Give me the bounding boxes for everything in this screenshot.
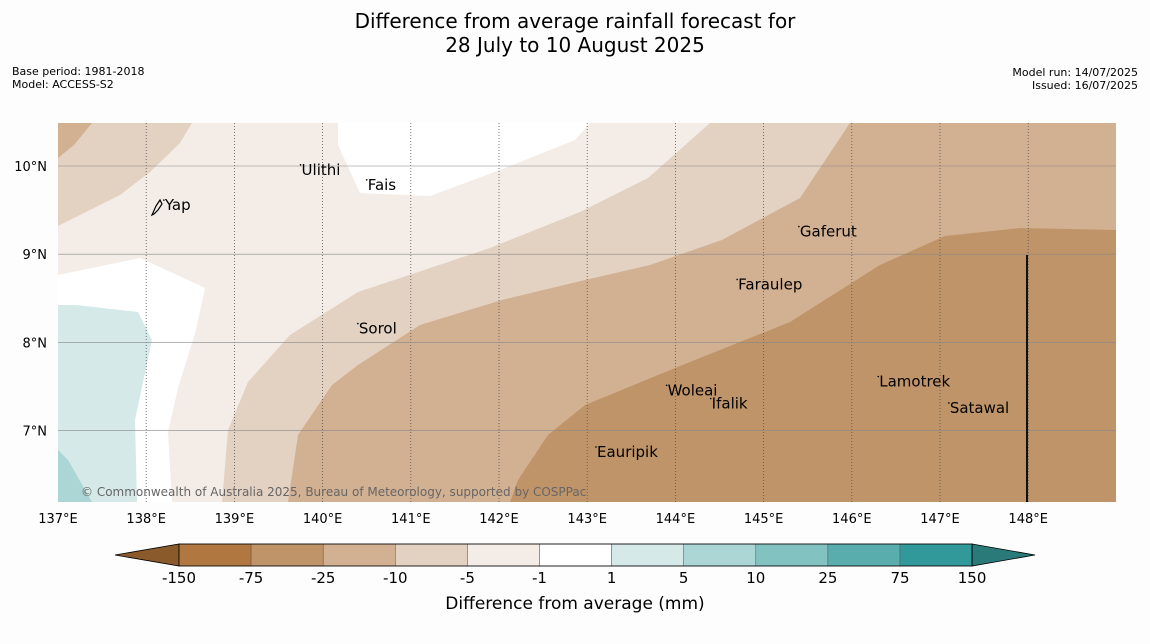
place-marker [357, 322, 359, 325]
place-label: Sorol [359, 320, 397, 338]
colorbar-tick-label: 75 [890, 569, 909, 587]
longitude-tick-label: 141°E [391, 512, 431, 527]
issued-date: Issued: 16/07/2025 [1031, 79, 1138, 92]
map-panel [58, 123, 1116, 502]
model-run: Model run: 14/07/2025 [1012, 66, 1138, 79]
latitude-ticks: 10°N 9°N 8°N 7°N [14, 160, 47, 440]
longitude-tick-label: 144°E [656, 512, 696, 527]
band-minus-25-northwest [58, 123, 92, 158]
latitude-tick-label: 10°N [14, 160, 47, 175]
place-marker [163, 199, 165, 201]
place-marker [709, 397, 712, 400]
longitude-tick-label: 138°E [126, 512, 166, 527]
colorbar-tick-label: 1 [607, 569, 617, 587]
latitude-tick-label: 9°N [23, 248, 48, 263]
place-label: Woleai [668, 381, 718, 399]
colorbar-tick-label: 10 [746, 569, 765, 587]
band-minus-10-northwest [58, 123, 192, 226]
place-marker [948, 402, 950, 404]
colorbar-segment [322, 543, 396, 567]
colorbar-outline [178, 543, 973, 567]
place-marker [665, 384, 668, 387]
place-marker [595, 446, 597, 448]
place-labels: Ulithi Fais Yap Gaferut Faraulep Sorol WoleaiI… [163, 161, 1009, 461]
meta-right: Model run: 14/07/2025 Issued: 16/07/2025 [1012, 66, 1138, 92]
band-minus-75 [510, 228, 1116, 502]
model-name: Model: ACCESS-S2 [12, 78, 114, 91]
title-line-2: 28 July to 10 August 2025 [445, 33, 705, 57]
place-label: Gaferut [800, 223, 857, 241]
colorbar-tick-label: -10 [383, 569, 408, 587]
place-label: Ulithi [302, 161, 341, 179]
colorbar-segment [683, 543, 757, 567]
longitude-tick-label: 140°E [303, 512, 343, 527]
colorbar-tick-label: -150 [162, 569, 196, 587]
colorbar-segment [755, 543, 829, 567]
colorbar-ticks: -150 -75 -25 -10 -5 -1 1 5 10 25 75 150 [162, 569, 986, 587]
colorbar-tick-label: 150 [958, 569, 987, 587]
place-label: Yap [164, 196, 191, 214]
longitude-tick-label: 142°E [479, 512, 519, 527]
place-marker [736, 278, 738, 281]
place-marker [299, 164, 302, 166]
band-plus-1-southwest [58, 305, 152, 502]
place-label: Ifalik [712, 395, 748, 413]
colorbar-tick-label: 5 [679, 569, 689, 587]
colorbar-tick-label: -25 [311, 569, 336, 587]
colorbar-segment [250, 543, 324, 567]
colorbar-extend-low [114, 543, 180, 567]
base-period: Base period: 1981-2018 [12, 65, 145, 78]
place-label: Eauripik [597, 443, 658, 461]
longitude-tick-label: 148°E [1008, 512, 1048, 527]
copyright-text: © Commonwealth of Australia 2025, Bureau… [81, 485, 586, 499]
colorbar-segment [827, 543, 901, 567]
colorbar-tick-label: -75 [239, 569, 264, 587]
longitude-tick-label: 145°E [744, 512, 784, 527]
colorbar-segment [539, 543, 612, 567]
colorbar-tick-label: -5 [460, 569, 475, 587]
colorbar-segment [395, 543, 468, 567]
longitude-ticks: 137°E 138°E 139°E 140°E 141°E 142°E 143°E 144°E… [38, 512, 1048, 527]
graticule [58, 123, 1116, 502]
colorbar [114, 543, 1036, 567]
place-marker [877, 375, 880, 378]
colorbar-tick-label: 25 [818, 569, 837, 587]
colorbar-segment [899, 543, 973, 567]
title-line-1: Difference from average rainfall forecas… [354, 9, 796, 33]
colorbar-segment [467, 543, 540, 567]
longitude-tick-label: 146°E [832, 512, 872, 527]
colorbar-label: Difference from average (mm) [445, 594, 705, 614]
latitude-tick-label: 8°N [23, 336, 48, 351]
colorbar-segment [178, 543, 252, 567]
place-marker [798, 225, 800, 228]
longitude-tick-label: 137°E [38, 512, 78, 527]
colorbar-extend-high [971, 543, 1036, 567]
place-label: Faraulep [738, 275, 802, 293]
longitude-tick-label: 143°E [567, 512, 607, 527]
colorbar-segment [611, 543, 684, 567]
colorbar-tick-label: -1 [532, 569, 547, 587]
latitude-tick-label: 7°N [23, 425, 48, 440]
longitude-tick-label: 147°E [920, 512, 960, 527]
longitude-tick-label: 139°E [215, 512, 255, 527]
yap-island-shape [150, 198, 163, 217]
place-label: Satawal [950, 399, 1009, 417]
map-title: Difference from average rainfall forecas… [0, 9, 1150, 57]
band-plus-5-southwest [58, 450, 92, 502]
place-label: Lamotrek [879, 373, 950, 391]
place-marker [365, 179, 368, 181]
meta-left: Base period: 1981-2018 Model: ACCESS-S2 [12, 65, 144, 91]
place-label: Fais [368, 176, 397, 194]
